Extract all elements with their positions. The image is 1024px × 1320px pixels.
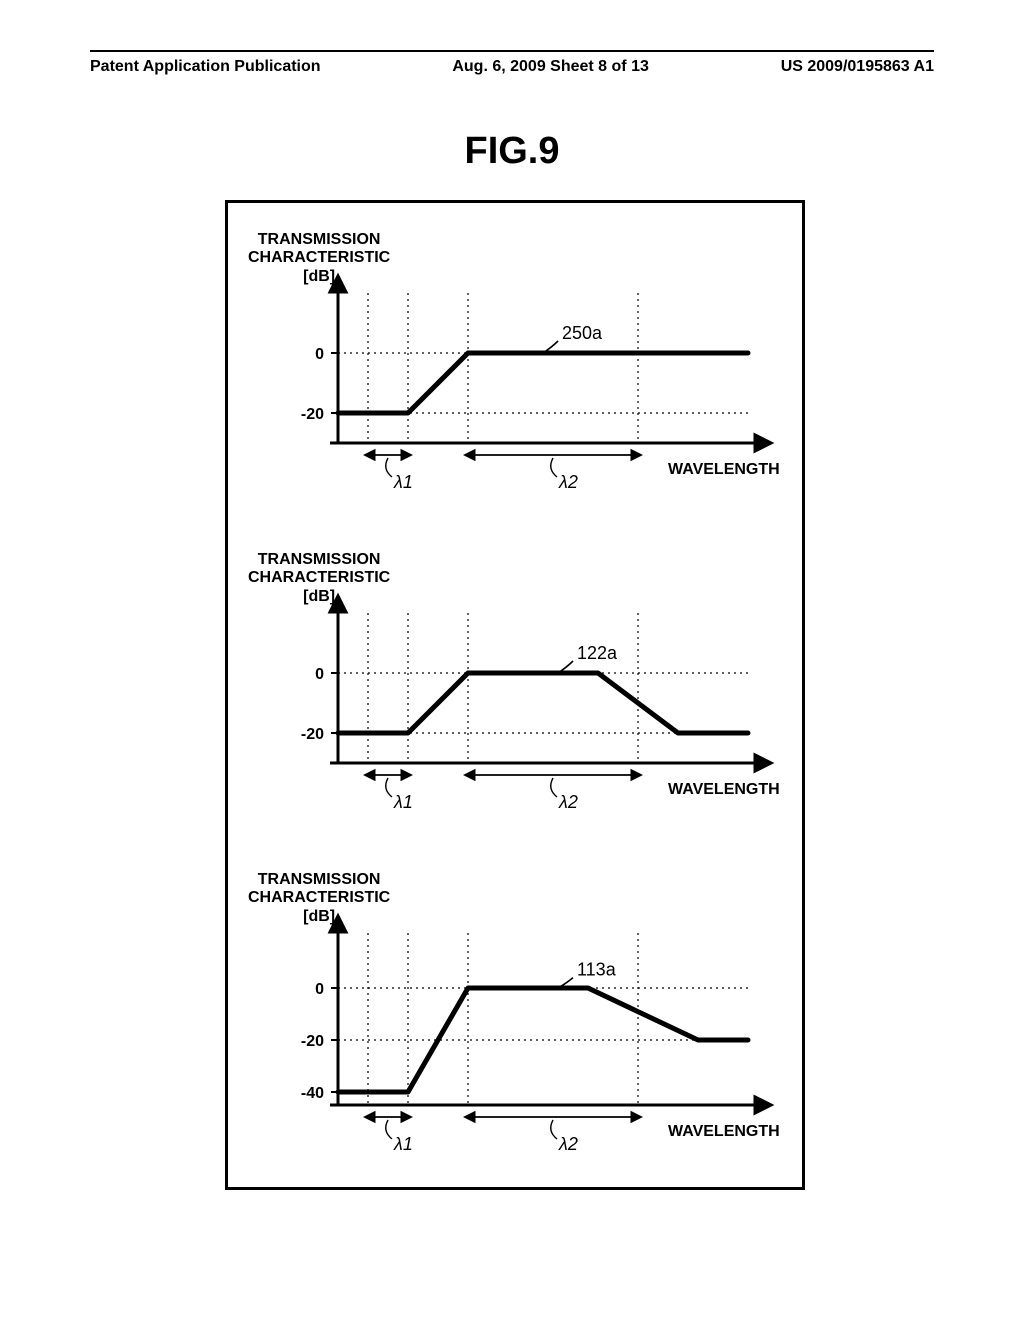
y-tick-label: -20 [301, 406, 324, 423]
chart-122a: TRANSMISSIONCHARACTERISTIC[dB] 0-20122aλ… [228, 543, 802, 873]
header-left: Patent Application Publication [90, 58, 321, 80]
y-tick-label: 0 [315, 666, 324, 683]
lambda1-label: λ1 [393, 1134, 413, 1154]
y-axis-title: TRANSMISSIONCHARACTERISTIC[dB] [248, 231, 390, 286]
plot-svg: 0-20250aλ1λ2 [338, 293, 798, 463]
lambda1-hook [386, 458, 392, 477]
y-tick-label: -40 [301, 1085, 324, 1102]
x-axis-label: WAVELENGTH [668, 461, 780, 479]
lambda1-label: λ1 [393, 472, 413, 492]
lambda2-hook [551, 1120, 557, 1139]
curve-annotation: 113a [577, 960, 617, 980]
curve-annotation: 250a [562, 323, 603, 343]
chart-113a: TRANSMISSIONCHARACTERISTIC[dB] 0-20-4011… [228, 863, 802, 1193]
lambda2-label: λ2 [558, 472, 578, 492]
figure-frame: TRANSMISSIONCHARACTERISTIC[dB] 0-20250aλ… [225, 200, 805, 1190]
lambda2-label: λ2 [558, 1134, 578, 1154]
plot-svg: 0-20-40113aλ1λ2 [338, 933, 798, 1125]
y-tick-label: 0 [315, 346, 324, 363]
lambda1-label: λ1 [393, 792, 413, 812]
curve-annotation: 122a [577, 643, 618, 663]
lambda2-label: λ2 [558, 792, 578, 812]
transmission-curve [338, 353, 748, 413]
figure-title: FIG.9 [0, 130, 1024, 173]
lambda1-hook [386, 778, 392, 797]
lambda1-hook [386, 1120, 392, 1139]
x-axis-label: WAVELENGTH [668, 781, 780, 799]
x-axis-label: WAVELENGTH [668, 1123, 780, 1141]
chart-250a: TRANSMISSIONCHARACTERISTIC[dB] 0-20250aλ… [228, 223, 802, 553]
lambda2-hook [551, 458, 557, 477]
plot-svg: 0-20122aλ1λ2 [338, 613, 798, 783]
lambda2-hook [551, 778, 557, 797]
y-tick-label: 0 [315, 981, 324, 998]
header-center: Aug. 6, 2009 Sheet 8 of 13 [452, 58, 649, 80]
y-tick-label: -20 [301, 726, 324, 743]
header-right: US 2009/0195863 A1 [781, 58, 934, 80]
y-tick-label: -20 [301, 1033, 324, 1050]
y-axis-title: TRANSMISSIONCHARACTERISTIC[dB] [248, 871, 390, 926]
transmission-curve [338, 673, 748, 733]
y-axis-title: TRANSMISSIONCHARACTERISTIC[dB] [248, 551, 390, 606]
page-header: Patent Application Publication Aug. 6, 2… [90, 50, 934, 80]
